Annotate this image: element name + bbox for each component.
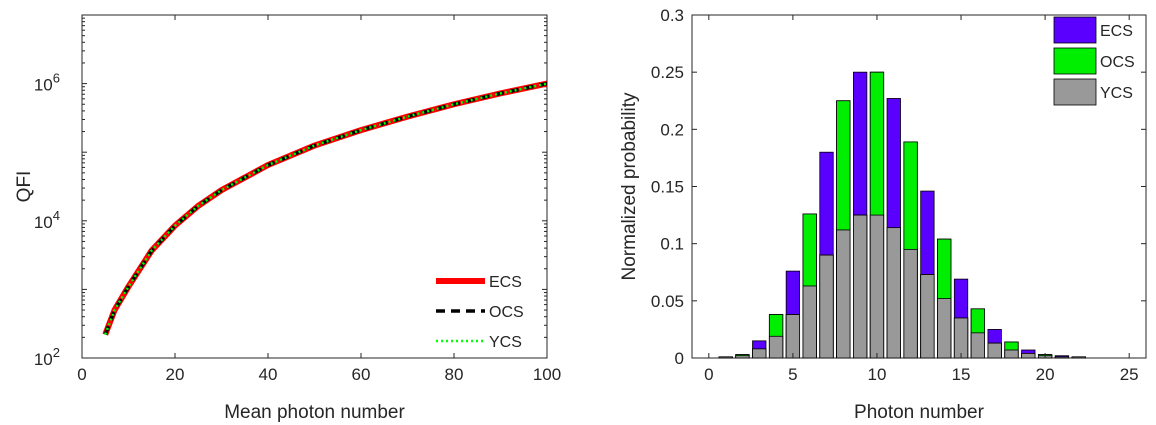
y-tick-label: 0.1 — [660, 235, 684, 254]
bar-ycs — [1021, 353, 1036, 359]
x-tick-label: 5 — [788, 365, 797, 384]
legend-swatch-ycs — [1053, 78, 1097, 106]
bar-ycs — [953, 317, 969, 359]
bar-ycs — [937, 298, 952, 359]
plot-area — [81, 14, 548, 359]
y-tick-label: 0.3 — [660, 6, 684, 25]
chart-probability: 0 5 10 15 20 25 0 0.05 0.1 0.15 0.2 0.25 0.3 Photon n… — [619, 6, 1147, 423]
y-tick-label: 0.2 — [660, 120, 684, 139]
legend-swatch-ecs — [1053, 16, 1097, 44]
legend-label-ycs: YCS — [489, 334, 522, 351]
legend-label-ecs: ECS — [1100, 23, 1133, 40]
legend-label-ecs: ECS — [489, 274, 522, 291]
legend: ECS OCS YCS — [436, 274, 524, 351]
bar-ycs — [869, 214, 885, 359]
bar-ycs — [785, 314, 801, 359]
legend-label-ocs: OCS — [1100, 54, 1135, 71]
bar-ycs — [853, 214, 868, 359]
x-axis-label: Mean photon number — [224, 402, 405, 423]
x-tick-label: 0 — [77, 365, 86, 384]
x-tick-label: 10 — [868, 365, 887, 384]
y-tick-label: 0 — [675, 349, 684, 368]
bar-ycs — [903, 248, 918, 359]
bar-ycs — [970, 332, 985, 359]
legend-label-ocs: OCS — [489, 304, 524, 321]
chart-qfi: 0 20 40 60 80 100 102 104 106 Mean photon number Q… — [14, 14, 561, 423]
bar-ycs — [836, 229, 851, 359]
bar-ycs — [886, 227, 901, 359]
series-line-ycs — [104, 82, 548, 335]
bar-ycs — [1004, 349, 1019, 359]
x-tick-label: 20 — [166, 365, 185, 384]
x-tick-label: 100 — [533, 365, 561, 384]
bar-ycs — [987, 342, 1002, 359]
bar-ycs — [735, 355, 750, 359]
y-tick-label: 102 — [34, 345, 60, 369]
y-tick-label: 106 — [34, 71, 60, 95]
x-tick-label: 20 — [1036, 365, 1055, 384]
bar-ycs — [1071, 356, 1086, 359]
bar-ycs — [718, 356, 733, 359]
x-tick-label: 80 — [445, 365, 464, 384]
legend-swatch-ocs — [1053, 47, 1097, 75]
bar-ycs — [768, 335, 784, 359]
y-axis-label: Normalized probability — [619, 92, 640, 280]
x-tick-label: 25 — [1120, 365, 1139, 384]
x-tick-label: 0 — [704, 365, 713, 384]
y-tick-label: 0.05 — [651, 292, 684, 311]
x-tick-label: 60 — [352, 365, 371, 384]
legend: ECS OCS YCS — [1053, 16, 1135, 106]
bar-ycs — [1054, 356, 1070, 359]
bar-ycs — [802, 285, 817, 359]
x-axis-label: Photon number — [854, 402, 985, 423]
x-tick-label: 15 — [952, 365, 971, 384]
bar-ycs — [819, 254, 834, 359]
bar-ycs — [920, 274, 935, 359]
y-tick-label: 0.25 — [651, 63, 684, 82]
bar-ycs — [752, 348, 767, 359]
x-tick-label: 40 — [259, 365, 278, 384]
legend-label-ycs: YCS — [1100, 85, 1133, 102]
y-axis-label: QFI — [14, 171, 35, 203]
y-tick-label: 104 — [34, 208, 60, 232]
y-tick-label: 0.15 — [651, 178, 684, 197]
